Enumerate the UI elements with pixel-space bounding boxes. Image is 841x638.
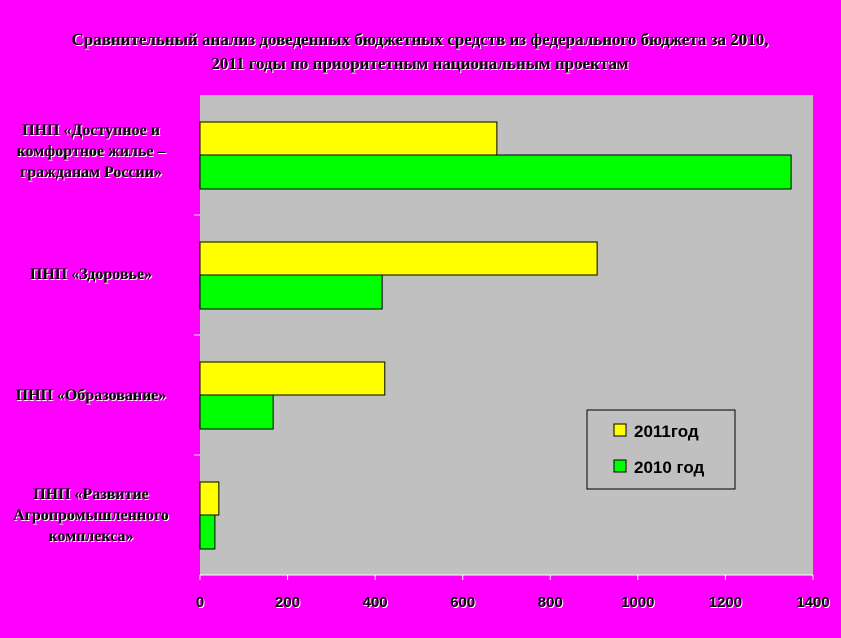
category-label-education: ПНП «Образование» (15, 387, 167, 404)
bar-2011-3 (199, 481, 220, 516)
x-tick-label: 400 (363, 594, 388, 611)
legend-swatch-0 (613, 423, 627, 437)
chart-title: Сравнительный анализ доведенных бюджетны… (71, 30, 769, 73)
bar-2010-0 (199, 154, 792, 190)
category-label-health: ПНП «Здоровье» (29, 266, 153, 283)
bar-2010-3 (199, 514, 216, 550)
bar-2010-2 (199, 394, 274, 430)
x-tick-label: 1200 (709, 594, 742, 611)
category-label-housing: ПНП «Доступное и комфортное жилье – граж… (16, 122, 166, 181)
bar-2010-1 (199, 274, 383, 310)
x-tick-label: 800 (538, 594, 563, 611)
legend-box (586, 409, 736, 490)
x-tick-label: 600 (450, 594, 475, 611)
x-tick-label: 1000 (621, 594, 654, 611)
x-tick-label: 200 (275, 594, 300, 611)
bar-2011-2 (199, 361, 386, 396)
legend-label-0: 2011год (634, 422, 699, 441)
legend-label-1: 2010 год (634, 458, 705, 477)
x-tick-label: 0 (196, 594, 204, 611)
x-tick-label: 1400 (796, 594, 829, 611)
category-label-agro: ПНП «Развитие Агропромышленного комплекс… (13, 486, 169, 545)
legend-swatch-1 (613, 459, 627, 473)
bar-2011-1 (199, 241, 598, 276)
bar-2011-0 (199, 121, 498, 156)
